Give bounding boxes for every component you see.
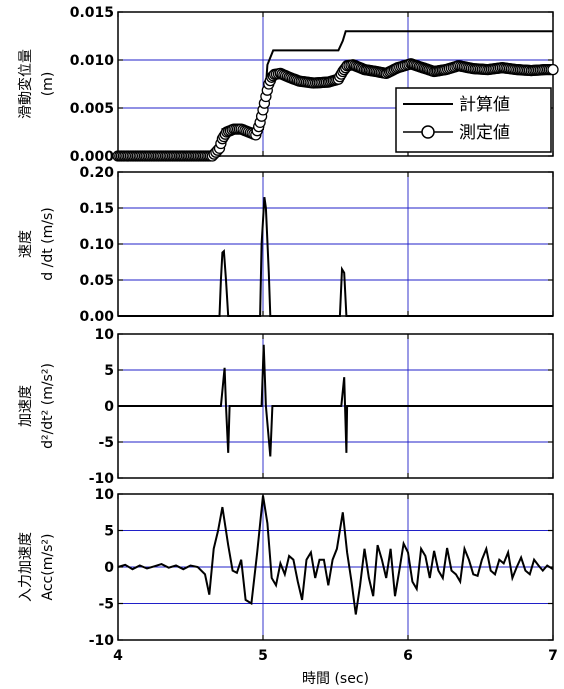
acceleration-ytick-label: 5 <box>104 363 114 379</box>
legend-measured-marker <box>421 125 435 139</box>
acceleration-ylabel: 加速度 <box>18 385 34 427</box>
measured-point <box>547 63 559 76</box>
velocity-ytick-label: 0.10 <box>79 237 114 253</box>
acceleration-ytick-label: 10 <box>95 327 115 343</box>
input-acceleration-ylabel-unit: Acc(m/s²) <box>40 534 56 601</box>
legend-measured-label: 測定値 <box>459 123 510 143</box>
displacement-ytick-label: 0.015 <box>70 5 114 21</box>
displacement-ylabel: 滑動変位量 <box>17 49 34 119</box>
acceleration-series-1-line <box>118 344 553 457</box>
acceleration-ytick-label: -5 <box>98 435 114 451</box>
x-tick-label: 6 <box>403 648 413 664</box>
velocity-ytick-label: 0.20 <box>79 165 114 181</box>
input-acceleration-series-1-line <box>117 495 554 615</box>
velocity-ytick-label: 0.00 <box>79 309 114 325</box>
input-acceleration-ytick-label: 5 <box>104 524 114 540</box>
input-acceleration-ytick-label: -10 <box>89 633 115 649</box>
x-tick-label: 5 <box>258 648 268 664</box>
velocity-ylabel-unit: d /dt (m/s) <box>40 207 56 280</box>
velocity-ytick-label: 0.15 <box>79 201 114 217</box>
displacement-ytick-label: 0.010 <box>70 53 115 69</box>
displacement-ytick-label: 0.000 <box>70 149 115 165</box>
velocity-ylabel: 速度 <box>18 230 34 258</box>
displacement-ylabel-unit: (m) <box>40 72 56 97</box>
x-axis-label: 時間 (sec) <box>302 671 369 687</box>
input-acceleration-ytick-label: 10 <box>95 487 115 503</box>
acceleration-ytick-label: -10 <box>89 471 115 487</box>
displacement-ytick-label: 0.005 <box>70 101 114 117</box>
acceleration-ytick-label: 0 <box>104 399 114 415</box>
x-tick-label: 4 <box>113 648 123 664</box>
acceleration-ylabel-unit: d²/dt² (m/s²) <box>40 363 56 449</box>
legend-box <box>395 87 552 153</box>
input-acceleration-ytick-label: 0 <box>104 560 114 576</box>
input-acceleration-ytick-label: -5 <box>98 597 114 613</box>
velocity-ytick-label: 0.05 <box>79 273 114 289</box>
input-acceleration-ylabel: 入力加速度 <box>18 532 34 602</box>
x-tick-label: 7 <box>548 648 558 664</box>
velocity-series-1-line <box>118 197 553 317</box>
legend-calc-label: 計算値 <box>459 95 510 115</box>
